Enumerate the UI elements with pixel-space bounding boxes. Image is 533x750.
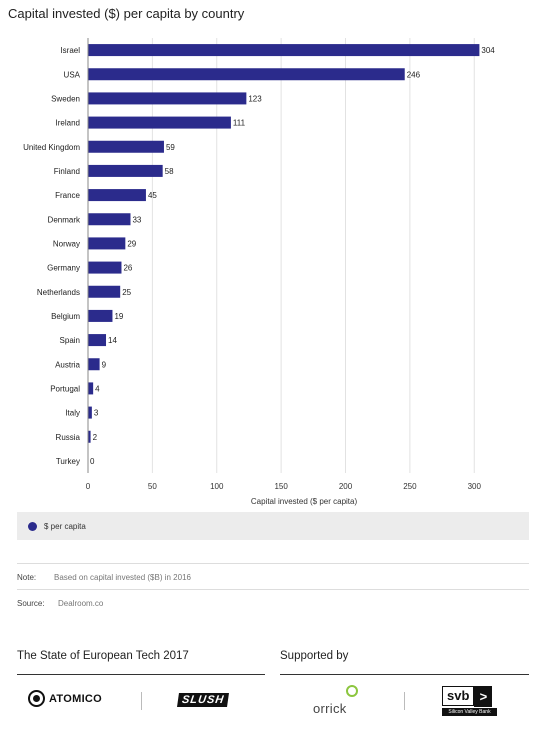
x-tick-label: 50	[148, 482, 157, 491]
category-label: Ireland	[56, 119, 80, 128]
category-label: Austria	[55, 360, 80, 369]
logo-divider	[141, 692, 142, 710]
category-label: Spain	[60, 336, 80, 345]
legend-swatch-icon	[28, 521, 37, 531]
category-label: Italy	[65, 409, 80, 418]
data-label: 59	[166, 143, 175, 152]
bar	[88, 213, 131, 226]
data-label: 58	[165, 167, 174, 176]
footer-rule-right	[280, 674, 529, 675]
category-label: Germany	[47, 264, 80, 273]
data-label: 14	[108, 336, 117, 345]
data-label: 304	[481, 46, 495, 55]
supported-by-heading: Supported by	[280, 650, 349, 662]
x-tick-label: 100	[210, 482, 224, 491]
bar	[88, 334, 107, 347]
data-label: 0	[90, 457, 95, 466]
source-row: Source: Dealroom.co	[17, 589, 529, 616]
data-label: 4	[95, 384, 100, 393]
category-label: Turkey	[56, 457, 80, 466]
source-text: Dealroom.co	[58, 599, 104, 608]
category-label: Russia	[56, 433, 81, 442]
data-label: 2	[93, 433, 98, 442]
bar	[88, 309, 113, 322]
slush-logo[interactable]: SLUSH	[177, 693, 230, 707]
svb-arrow-icon: >	[474, 686, 493, 707]
bar	[88, 237, 126, 250]
chart-title: Capital invested ($) per capita by count…	[8, 6, 245, 21]
data-label: 45	[148, 191, 157, 200]
bar	[88, 189, 146, 202]
bar	[88, 116, 231, 129]
category-label: USA	[64, 70, 81, 79]
x-tick-label: 250	[403, 482, 417, 491]
category-label: Netherlands	[37, 288, 80, 297]
data-label: 3	[94, 409, 99, 418]
atomico-wordmark: ATOMICO	[49, 692, 103, 705]
bar	[88, 285, 121, 298]
x-tick-label: 0	[86, 482, 91, 491]
data-label: 33	[132, 215, 141, 224]
category-label: Belgium	[51, 312, 80, 321]
data-label: 111	[233, 119, 246, 128]
note-text: Based on capital invested ($B) in 2016	[54, 573, 191, 582]
svb-subtitle: Silicon Valley Bank	[442, 708, 497, 716]
bar	[88, 358, 100, 371]
atomico-logo[interactable]: ATOMICO	[28, 690, 102, 707]
svb-wordmark: svb	[442, 686, 475, 706]
bar	[88, 406, 92, 419]
logo-divider	[404, 692, 405, 710]
bar	[88, 44, 480, 57]
report-title: The State of European Tech 2017	[17, 650, 189, 662]
atomico-ring-icon	[28, 690, 45, 707]
orrick-wordmark: orrick	[313, 701, 347, 716]
x-tick-label: 150	[274, 482, 288, 491]
bar	[88, 92, 247, 105]
category-label: United Kingdom	[23, 143, 80, 152]
data-label: 29	[127, 239, 136, 248]
x-tick-label: 300	[468, 482, 482, 491]
category-label: Sweden	[51, 94, 80, 103]
category-label: Israel	[60, 46, 80, 55]
category-label: Portugal	[50, 384, 80, 393]
category-label: Finland	[54, 167, 80, 176]
source-label: Source:	[17, 599, 45, 608]
category-label: Norway	[53, 239, 80, 248]
footer-rule-left	[17, 674, 265, 675]
data-label: 26	[123, 264, 132, 273]
note-label: Note:	[17, 573, 37, 582]
svb-logo[interactable]: svb > Silicon Valley Bank	[442, 686, 497, 716]
x-tick-label: 200	[339, 482, 353, 491]
data-label: 19	[114, 312, 123, 321]
bar	[88, 164, 163, 177]
data-label: 246	[407, 70, 421, 79]
x-axis-title: Capital invested ($ per capita)	[251, 497, 358, 506]
legend-label: $ per capita	[44, 521, 86, 531]
data-label: 9	[102, 360, 107, 369]
note-row: Note: Based on capital invested ($B) in …	[17, 563, 529, 590]
data-label: 123	[248, 94, 262, 103]
legend: $ per capita	[17, 512, 529, 540]
category-label: Denmark	[48, 215, 81, 224]
bar	[88, 382, 94, 395]
bar	[88, 261, 122, 274]
data-label: 25	[122, 288, 131, 297]
bar	[88, 140, 164, 153]
bar	[88, 68, 405, 81]
bar	[88, 430, 91, 443]
orrick-ring-icon	[346, 685, 358, 697]
category-label: France	[55, 191, 80, 200]
